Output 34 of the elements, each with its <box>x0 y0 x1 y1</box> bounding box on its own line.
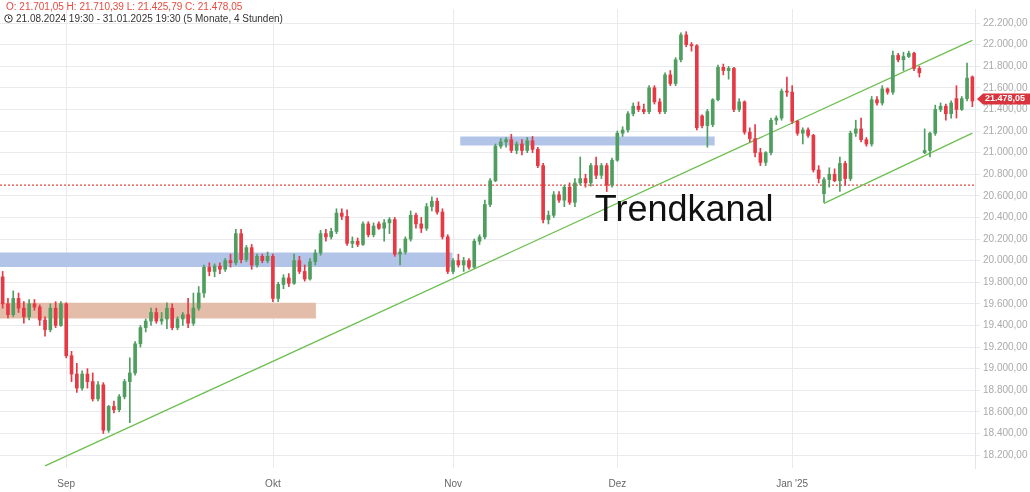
x-tick-label: Jan '25 <box>776 477 809 489</box>
y-tick-label: 18.200,00 <box>983 448 1028 460</box>
candlestick <box>800 127 805 145</box>
y-tick-label: 20.400,00 <box>983 211 1028 223</box>
y-tick-label: 18.600,00 <box>983 405 1028 417</box>
candlestick <box>127 357 132 423</box>
y-tick-label: 20.000,00 <box>983 254 1028 266</box>
y-tick-label: 22.200,00 <box>983 16 1028 28</box>
y-tick-label: 19.200,00 <box>983 340 1028 352</box>
candlestick <box>382 219 386 242</box>
y-tick-label: 22.000,00 <box>983 38 1028 50</box>
y-tick-label: 20.200,00 <box>983 232 1028 244</box>
x-tick-label: Nov <box>444 477 462 489</box>
annotation: Trendkanal <box>594 187 774 229</box>
y-tick-label: 20.600,00 <box>983 189 1028 201</box>
y-tick-label: 21.200,00 <box>983 124 1028 136</box>
y-tick-label: 19.000,00 <box>983 362 1028 374</box>
candlestick <box>578 156 583 186</box>
y-tick-label: 21.600,00 <box>983 81 1028 93</box>
y-tick-label: 19.400,00 <box>983 319 1028 331</box>
y-tick-label: 18.400,00 <box>983 427 1028 439</box>
y-tick-label: 20.800,00 <box>983 167 1028 179</box>
x-tick-label: Okt <box>265 477 281 489</box>
x-tick-label: Sep <box>57 477 76 489</box>
y-tick-label: 21.000,00 <box>983 146 1028 158</box>
text: 21.478,05 <box>985 93 1026 104</box>
y-tick-label: 18.800,00 <box>983 383 1028 395</box>
y-tick-label: 21.800,00 <box>983 59 1028 71</box>
y-tick-label: 21.400,00 <box>983 103 1028 115</box>
y-tick-label: 19.600,00 <box>983 297 1028 309</box>
chart-title: O: 21.701,05 H: 21.710,39 L: 21.425,79 C: 21.478,05 <box>6 1 243 12</box>
x-tick-label: Dez <box>608 477 627 489</box>
chart-subtitle: 21.08.2024 19:30 - 31.01.2025 19:30 (5 Monate, 4 Stunden) <box>16 13 283 24</box>
y-tick-label: 19.800,00 <box>983 275 1028 287</box>
